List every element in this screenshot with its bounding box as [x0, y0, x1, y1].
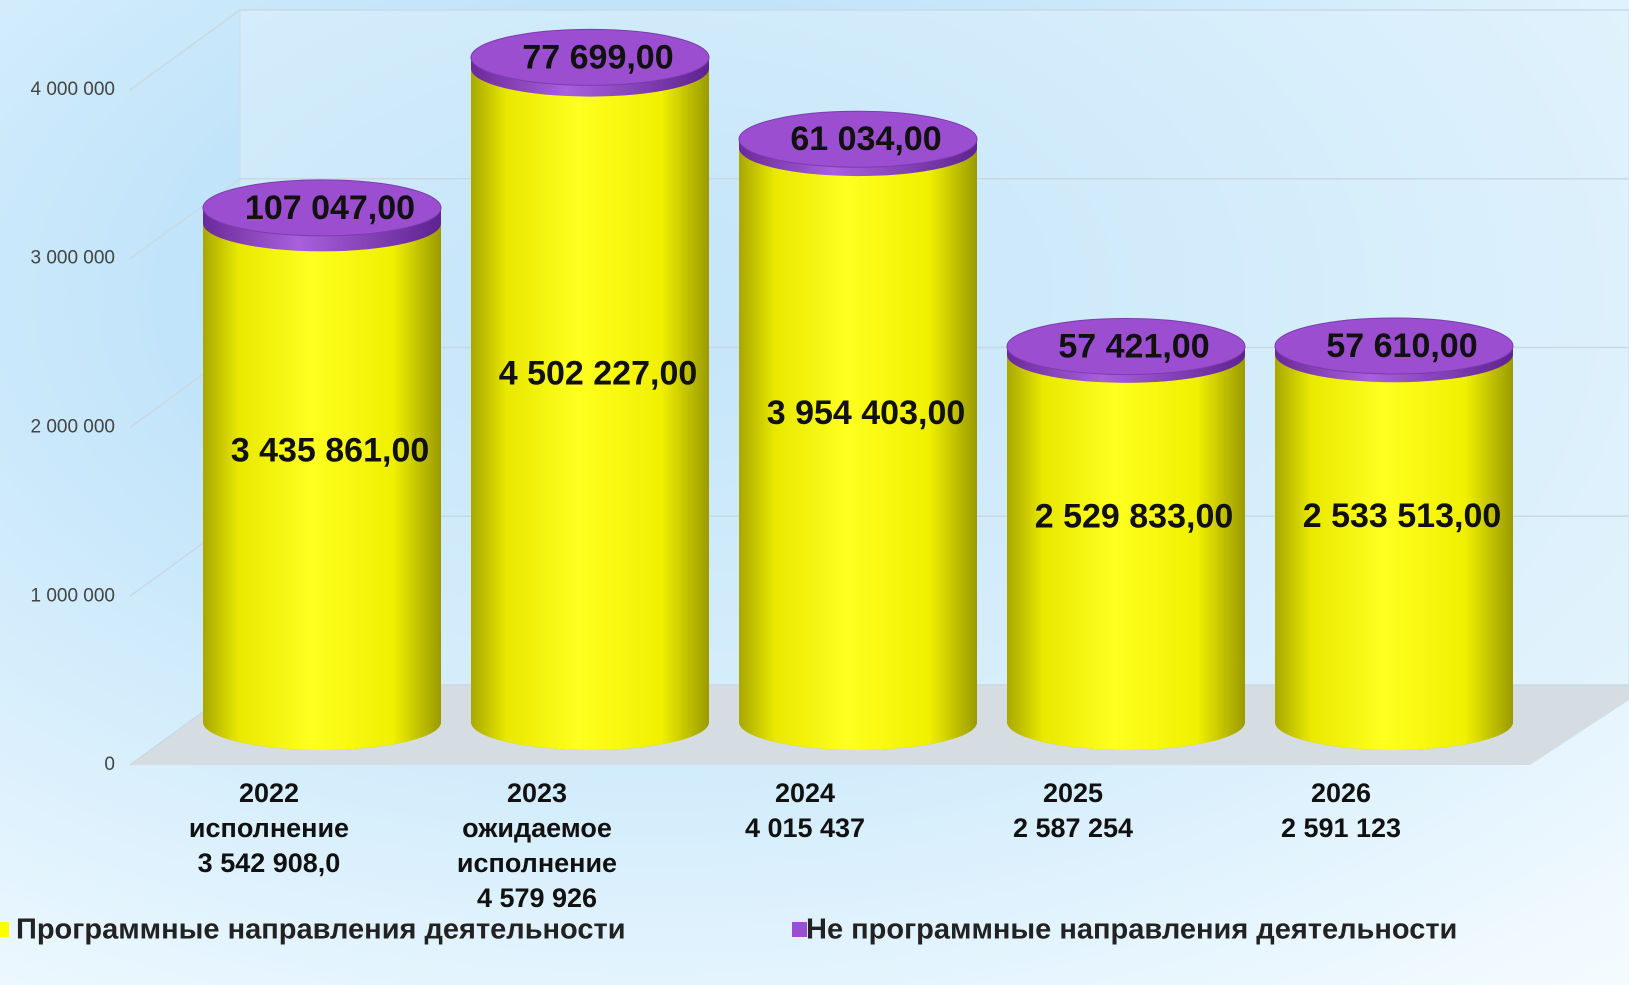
data-label: 57 421,00	[1058, 327, 1209, 365]
x-tick-label: 4 015 437	[745, 813, 865, 843]
data-label: 3 954 403,00	[767, 394, 966, 432]
cylinder-segment	[1275, 354, 1513, 750]
data-label: 57 610,00	[1326, 327, 1477, 365]
data-label: 3 435 861,00	[231, 432, 430, 470]
cylinder-top	[738, 110, 978, 168]
y-tick-label: 1 000 000	[30, 585, 115, 606]
data-label: 61 034,00	[790, 120, 941, 158]
cylinder-segment	[203, 223, 441, 751]
y-tick-label: 4 000 000	[30, 79, 115, 100]
cylinder-segment	[1007, 354, 1245, 750]
x-tick-label: 3 542 908,0	[198, 848, 341, 878]
legend-swatch	[0, 922, 9, 937]
y-tick-label: 2 000 000	[30, 417, 115, 438]
x-tick-label: 4 579 926	[477, 883, 597, 913]
x-tick-label: 2023	[507, 778, 567, 808]
cylinder-segment	[471, 68, 709, 751]
y-tick-label: 3 000 000	[30, 248, 115, 269]
data-label: 4 502 227,00	[499, 354, 698, 392]
x-tick-label: 2024	[775, 778, 835, 808]
x-tick-label: 2022	[239, 778, 299, 808]
x-tick-label: исполнение	[457, 848, 617, 878]
data-label: 107 047,00	[245, 189, 415, 227]
cylinder-top	[202, 179, 442, 237]
cylinder-top	[1274, 317, 1514, 375]
data-label: 2 533 513,00	[1303, 497, 1502, 535]
x-tick-label: ожидаемое	[462, 813, 612, 843]
x-tick-label: исполнение	[189, 813, 349, 843]
x-tick-label: 2026	[1311, 778, 1371, 808]
legend-label: Программные направления деятельности	[16, 914, 626, 946]
legend-swatch	[792, 922, 807, 937]
grid-line	[129, 177, 1629, 260]
data-label: 2 529 833,00	[1035, 497, 1234, 535]
cylinder-segment	[739, 148, 977, 750]
x-tick-label: 2 591 123	[1281, 813, 1401, 843]
x-tick-label: 2 587 254	[1013, 813, 1133, 843]
y-tick-label: 0	[104, 754, 115, 775]
x-tick-label: 2025	[1043, 778, 1103, 808]
grid-line	[129, 9, 1629, 91]
cylinder-top	[1006, 318, 1246, 376]
legend-label: Не программные направления деятельности	[806, 914, 1457, 946]
cylinder-top	[470, 28, 710, 86]
data-label: 77 699,00	[522, 38, 673, 76]
